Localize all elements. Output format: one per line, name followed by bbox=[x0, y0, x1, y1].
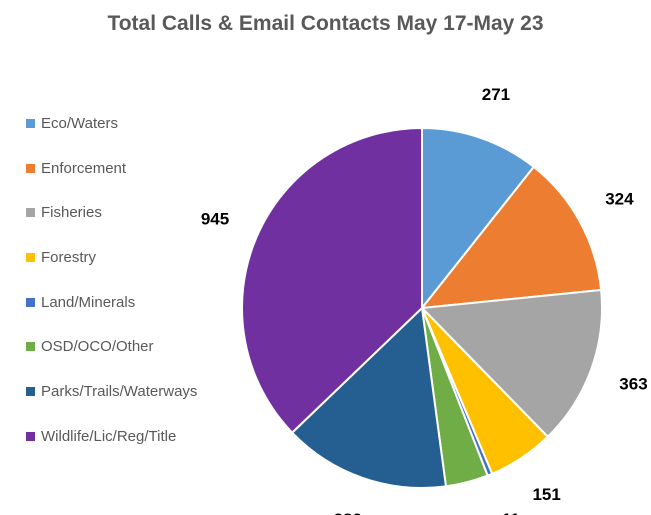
legend: Eco/Waters Enforcement Fisheries Forestry La… bbox=[26, 114, 197, 472]
legend-swatch bbox=[26, 163, 35, 173]
legend-item: Land/Minerals bbox=[26, 293, 197, 338]
legend-item: Forestry bbox=[26, 248, 197, 293]
data-label: 945 bbox=[201, 209, 229, 228]
legend-swatch bbox=[26, 208, 35, 218]
legend-item: Fisheries bbox=[26, 203, 197, 248]
pie-slice bbox=[290, 305, 448, 489]
legend-label: Fisheries bbox=[41, 204, 102, 222]
legend-swatch bbox=[26, 342, 35, 352]
legend-item: Enforcement bbox=[26, 159, 197, 204]
data-label: 324 bbox=[605, 190, 634, 209]
legend-label: Forestry bbox=[41, 249, 97, 267]
legend-swatch bbox=[26, 431, 35, 441]
legend-item: OSD/OCO/Other bbox=[26, 337, 197, 382]
data-label: 380 bbox=[334, 510, 362, 515]
pie-slice bbox=[419, 288, 603, 439]
data-label: 151 bbox=[532, 485, 560, 504]
pie-slice bbox=[419, 165, 603, 310]
data-label: 11 bbox=[502, 510, 520, 515]
chart-title: Total Calls & Email Contacts May 17-May … bbox=[107, 12, 544, 35]
legend-label: Parks/Trails/Waterways bbox=[41, 383, 198, 401]
pie-slice bbox=[241, 126, 423, 435]
data-label: 363 bbox=[619, 374, 647, 393]
pie-slice bbox=[421, 126, 536, 311]
legend-label: Land/Minerals bbox=[41, 293, 136, 311]
legend-item: Wildlife/Lic/Reg/Title bbox=[26, 427, 197, 472]
legend-swatch bbox=[26, 387, 35, 397]
legend-item: Eco/Waters bbox=[26, 114, 197, 159]
legend-label: Enforcement bbox=[41, 159, 127, 177]
legend-label: Eco/Waters bbox=[41, 115, 118, 132]
legend-label: OSD/OCO/Other bbox=[41, 338, 154, 356]
data-label: 271 bbox=[482, 85, 510, 104]
legend-label: Wildlife/Lic/Reg/Title bbox=[41, 427, 177, 445]
legend-item: Parks/Trails/Waterways bbox=[26, 382, 197, 427]
legend-swatch bbox=[26, 253, 35, 263]
legend-swatch bbox=[26, 297, 35, 307]
legend-swatch bbox=[26, 119, 35, 128]
